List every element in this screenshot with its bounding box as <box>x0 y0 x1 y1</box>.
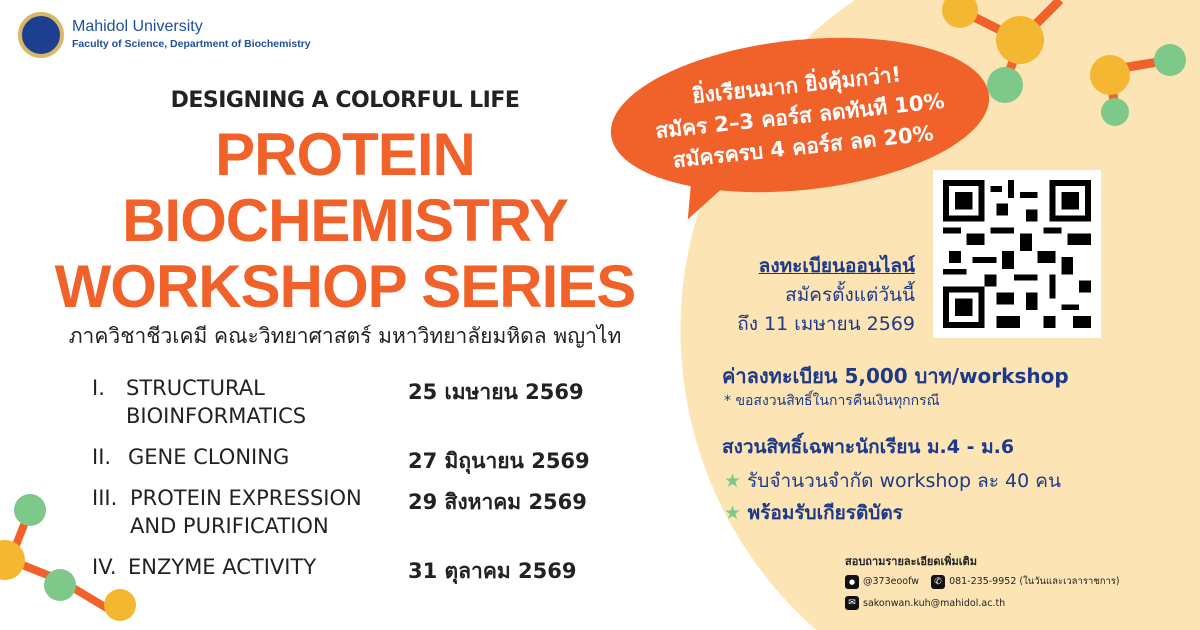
workshop-date: 27 มิถุนายน 2569 <box>408 449 590 473</box>
workshop-date: 31 ตุลาคม 2569 <box>408 559 577 583</box>
benefit-text: พร้อมรับเกียรติบัตร <box>747 502 903 524</box>
registration-deadline: ถึง 11 เมษายน 2569 <box>737 313 915 335</box>
star-icon: ★ <box>724 502 742 524</box>
register-online-link[interactable]: ลงทะเบียนออนไลน์ <box>758 255 915 277</box>
workshop-name-2: BIOINFORMATICS <box>126 404 307 428</box>
university-name: Mahidol University <box>72 18 203 35</box>
faculty-name: Faculty of Science, Department of Bioche… <box>72 38 311 50</box>
registration-fee: ค่าลงทะเบียน 5,000 บาท/workshop <box>722 364 1069 388</box>
contact-line: ● @373eoofw ✆ 081-235-9952 (ในวันและเวลา… <box>845 574 1195 589</box>
qr-code-icon <box>943 180 1091 328</box>
workshop-name: GENE CLONING <box>128 445 290 469</box>
line-app-icon: ● <box>845 574 859 589</box>
workshop-num: III. <box>92 486 118 510</box>
email-address[interactable]: sakonwan.kuh@mahidol.ac.th <box>863 597 1006 609</box>
department-thai: ภาควิชาชีวเคมี คณะวิทยาศาสตร์ มหาวิทยาลั… <box>68 324 622 348</box>
workshop-name-2: AND PURIFICATION <box>130 514 329 538</box>
workshop-name: PROTEIN EXPRESSION <box>130 486 362 510</box>
star-icon: ★ <box>724 470 742 492</box>
contact-email: ✉ sakonwan.kuh@mahidol.ac.th <box>845 596 1195 610</box>
fee-note: * ขอสงวนสิทธิ์ในการคืนเงินทุกกรณี <box>724 393 940 409</box>
workshop-name: STRUCTURAL <box>126 376 265 400</box>
workshop-name: ENZYME ACTIVITY <box>128 555 317 579</box>
title-line-3: WORKSHOP SERIES <box>54 253 637 320</box>
mahidol-logo <box>18 12 64 58</box>
phone-number[interactable]: 081-235-9952 (ในวันและเวลาราชการ) <box>949 576 1120 587</box>
benefit-text: รับจำนวนจำกัด workshop ละ 40 คน <box>747 470 1061 492</box>
workshop-num: I. <box>92 376 105 400</box>
line-id[interactable]: @373eoofw <box>863 576 920 587</box>
subtitle: DESIGNING A COLORFUL LIFE <box>170 88 520 113</box>
workshop-num: II. <box>92 445 112 469</box>
workshop-date: 29 สิงหาคม 2569 <box>408 490 587 514</box>
workshop-num: IV. <box>92 555 117 579</box>
contact-title: สอบถามรายละเอียดเพิ่มเติม <box>845 555 977 568</box>
molecule-bottom-left <box>0 494 136 621</box>
phone-icon: ✆ <box>931 574 946 589</box>
students-title: สงวนสิทธิ์เฉพาะนักเรียน ม.4 - ม.6 <box>722 436 1015 458</box>
student-benefit: ★ พร้อมรับเกียรติบัตร <box>724 498 1194 528</box>
molecule-top-right <box>942 0 1186 126</box>
student-benefit: ★ รับจำนวนจำกัด workshop ละ 40 คน <box>724 466 1194 496</box>
title-line-2: BIOCHEMISTRY <box>122 187 569 254</box>
email-icon: ✉ <box>845 596 859 610</box>
registration-qr-code[interactable] <box>933 170 1101 338</box>
registration-info: ลงทะเบียนออนไลน์ สมัครตั้งแต่วันนี้ ถึง … <box>700 252 915 339</box>
title-line-1: PROTEIN <box>215 121 476 188</box>
workshop-date: 25 เมษายน 2569 <box>408 380 584 404</box>
registration-open: สมัครตั้งแต่วันนี้ <box>785 284 915 306</box>
